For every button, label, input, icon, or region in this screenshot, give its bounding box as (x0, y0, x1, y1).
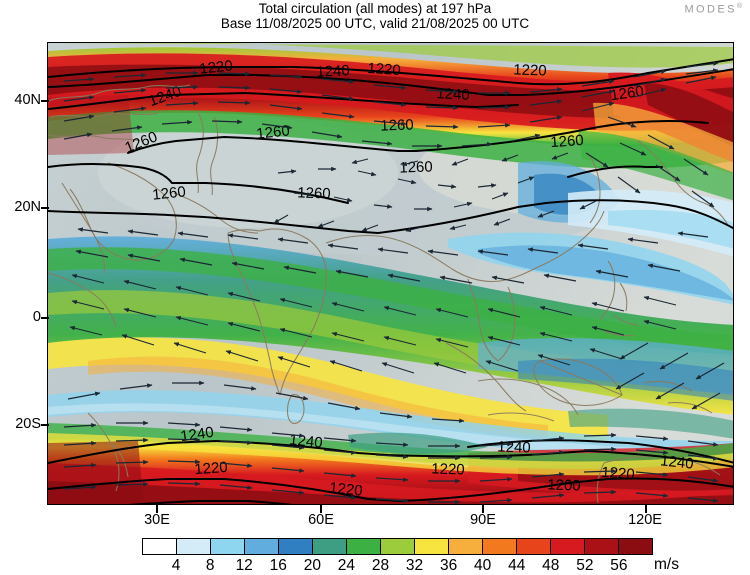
modes-logo-mark: ® (736, 3, 742, 10)
colorbar: 4 8 12 16 20 24 28 32 36 40 44 48 52 56 (142, 538, 653, 574)
y-tick-label-40n: 40N (14, 92, 41, 108)
svg-text:1200: 1200 (547, 476, 581, 494)
colorbar-tick-40: 40 (474, 557, 492, 574)
y-tick-label-0: 0 (32, 309, 41, 325)
colorbar-tick-28: 28 (371, 557, 390, 574)
colorbar-tick-56: 56 (610, 557, 628, 574)
map-plot-area: 1220 1220 1220 1240 1240 1240 1260 1260 … (47, 42, 734, 505)
x-tick-mark-90e (482, 505, 484, 513)
y-tick-label-20s: 20S (15, 416, 41, 432)
svg-text:1260: 1260 (152, 183, 187, 203)
colorbar-cell-0 (143, 539, 177, 554)
colorbar-units-label: m/s (654, 556, 679, 573)
map-canvas: 1220 1220 1220 1240 1240 1240 1260 1260 … (48, 43, 733, 504)
colorbar-cell-14 (619, 539, 652, 554)
colorbar-tick-16: 16 (269, 557, 287, 574)
y-tick-label-20n: 20N (14, 199, 41, 215)
svg-text:1260: 1260 (256, 122, 291, 142)
svg-text:1240: 1240 (436, 85, 470, 104)
colorbar-cell-11 (517, 539, 551, 554)
modes-logo-text: MODES (684, 3, 737, 16)
svg-text:1220: 1220 (328, 479, 363, 499)
svg-text:1260: 1260 (380, 116, 414, 134)
y-tick-mark-20s (41, 424, 49, 426)
x-tick-label-30e: 30E (144, 512, 170, 528)
x-tick-label-120e: 120E (628, 512, 662, 528)
wind-speed-field: 1220 1220 1220 1240 1240 1240 1260 1260 … (48, 43, 733, 504)
colorbar-cell-2 (211, 539, 245, 554)
colorbar-tick-12: 12 (235, 557, 253, 574)
colorbar-tick-32: 32 (405, 557, 424, 574)
svg-text:1220: 1220 (367, 60, 401, 79)
colorbar-strip (142, 538, 653, 555)
colorbar-tick-44: 44 (508, 557, 526, 574)
colorbar-cell-12 (551, 539, 585, 554)
colorbar-cell-13 (585, 539, 619, 554)
colorbar-tick-24: 24 (337, 557, 356, 574)
colorbar-tick-8: 8 (205, 557, 215, 574)
colorbar-tick-4: 4 (171, 557, 181, 574)
colorbar-cell-9 (449, 539, 483, 554)
svg-text:1220: 1220 (513, 61, 547, 79)
coastline-overlay (48, 84, 729, 504)
colorbar-cell-7 (381, 539, 415, 554)
svg-text:1220: 1220 (431, 460, 465, 478)
colorbar-cell-1 (177, 539, 211, 554)
x-tick-label-60e: 60E (308, 512, 334, 528)
modes-logo: MODES® (684, 3, 742, 16)
colorbar-cell-6 (347, 539, 381, 554)
colorbar-tick-48: 48 (542, 557, 560, 574)
svg-text:1220: 1220 (601, 464, 635, 483)
colorbar-cell-10 (483, 539, 517, 554)
svg-text:1260: 1260 (609, 83, 644, 104)
colorbar-cell-5 (313, 539, 347, 554)
colorbar-tick-20: 20 (303, 557, 321, 574)
x-tick-mark-60e (320, 505, 322, 513)
geopotential-contours (48, 58, 733, 504)
svg-text:1260: 1260 (297, 184, 331, 202)
y-tick-mark-40n (41, 100, 49, 102)
colorbar-cell-8 (415, 539, 449, 554)
svg-text:1240: 1240 (659, 452, 694, 472)
x-tick-mark-120e (645, 505, 647, 513)
chart-title-line-1: Total circulation (all modes) at 197 hPa (258, 1, 492, 16)
svg-text:1240: 1240 (288, 431, 323, 451)
y-tick-mark-20n (41, 207, 49, 209)
colorbar-tick-52: 52 (576, 557, 594, 574)
svg-text:1220: 1220 (199, 57, 234, 77)
svg-text:1240: 1240 (316, 62, 350, 81)
svg-text:1240: 1240 (497, 438, 531, 456)
wind-vector-arrows (63, 61, 725, 504)
svg-text:1260: 1260 (399, 158, 433, 176)
colorbar-tick-36: 36 (439, 557, 458, 574)
svg-text:1260: 1260 (550, 132, 584, 151)
y-tick-mark-0 (41, 317, 49, 319)
x-tick-mark-30e (156, 505, 158, 513)
svg-text:1220: 1220 (194, 459, 228, 478)
chart-title-line-2: Base 11/08/2025 00 UTC, valid 21/08/2025… (220, 16, 530, 31)
x-tick-label-90e: 90E (470, 512, 496, 528)
colorbar-cell-3 (245, 539, 279, 554)
colorbar-cell-4 (279, 539, 313, 554)
